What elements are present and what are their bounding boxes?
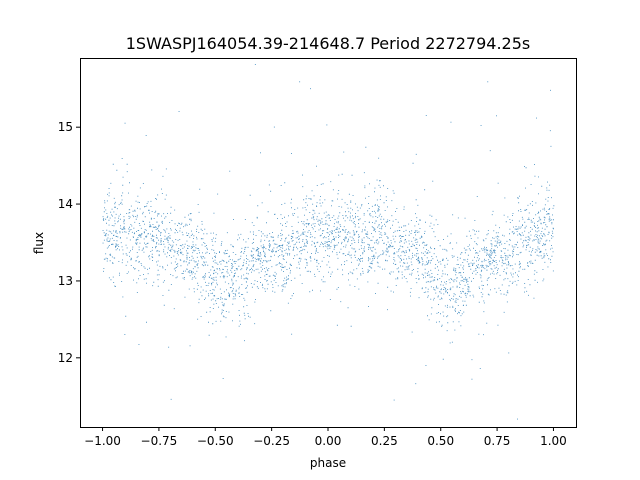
x-tick-label: 0.25 — [371, 434, 398, 448]
y-axis: 12 13 14 15 — [58, 120, 80, 365]
y-tick-label: 15 — [58, 120, 73, 134]
x-tick-label: 0.75 — [484, 434, 511, 448]
x-tick-label: −1.00 — [84, 434, 121, 448]
y-axis-label: flux — [32, 232, 46, 254]
x-axis: −1.00 −0.75 −0.50 −0.25 0.00 0.25 0.50 0.75 1.00 — [84, 427, 567, 448]
x-tick-label: −0.50 — [197, 434, 234, 448]
plot-points — [102, 64, 555, 420]
y-tick-label: 13 — [58, 274, 73, 288]
x-tick-label: 1.00 — [540, 434, 567, 448]
x-axis-label: phase — [310, 456, 346, 470]
y-tick-label: 14 — [58, 197, 73, 211]
x-tick-label: −0.25 — [253, 434, 290, 448]
x-tick-label: 0.50 — [427, 434, 454, 448]
plot-frame — [80, 58, 577, 428]
x-tick-label: 0.00 — [315, 434, 342, 448]
chart-title: 1SWASPJ164054.39-214648.7 Period 2272794… — [126, 34, 531, 53]
scatter-points — [102, 64, 555, 420]
y-tick-label: 12 — [58, 351, 73, 365]
x-tick-label: −0.75 — [141, 434, 178, 448]
